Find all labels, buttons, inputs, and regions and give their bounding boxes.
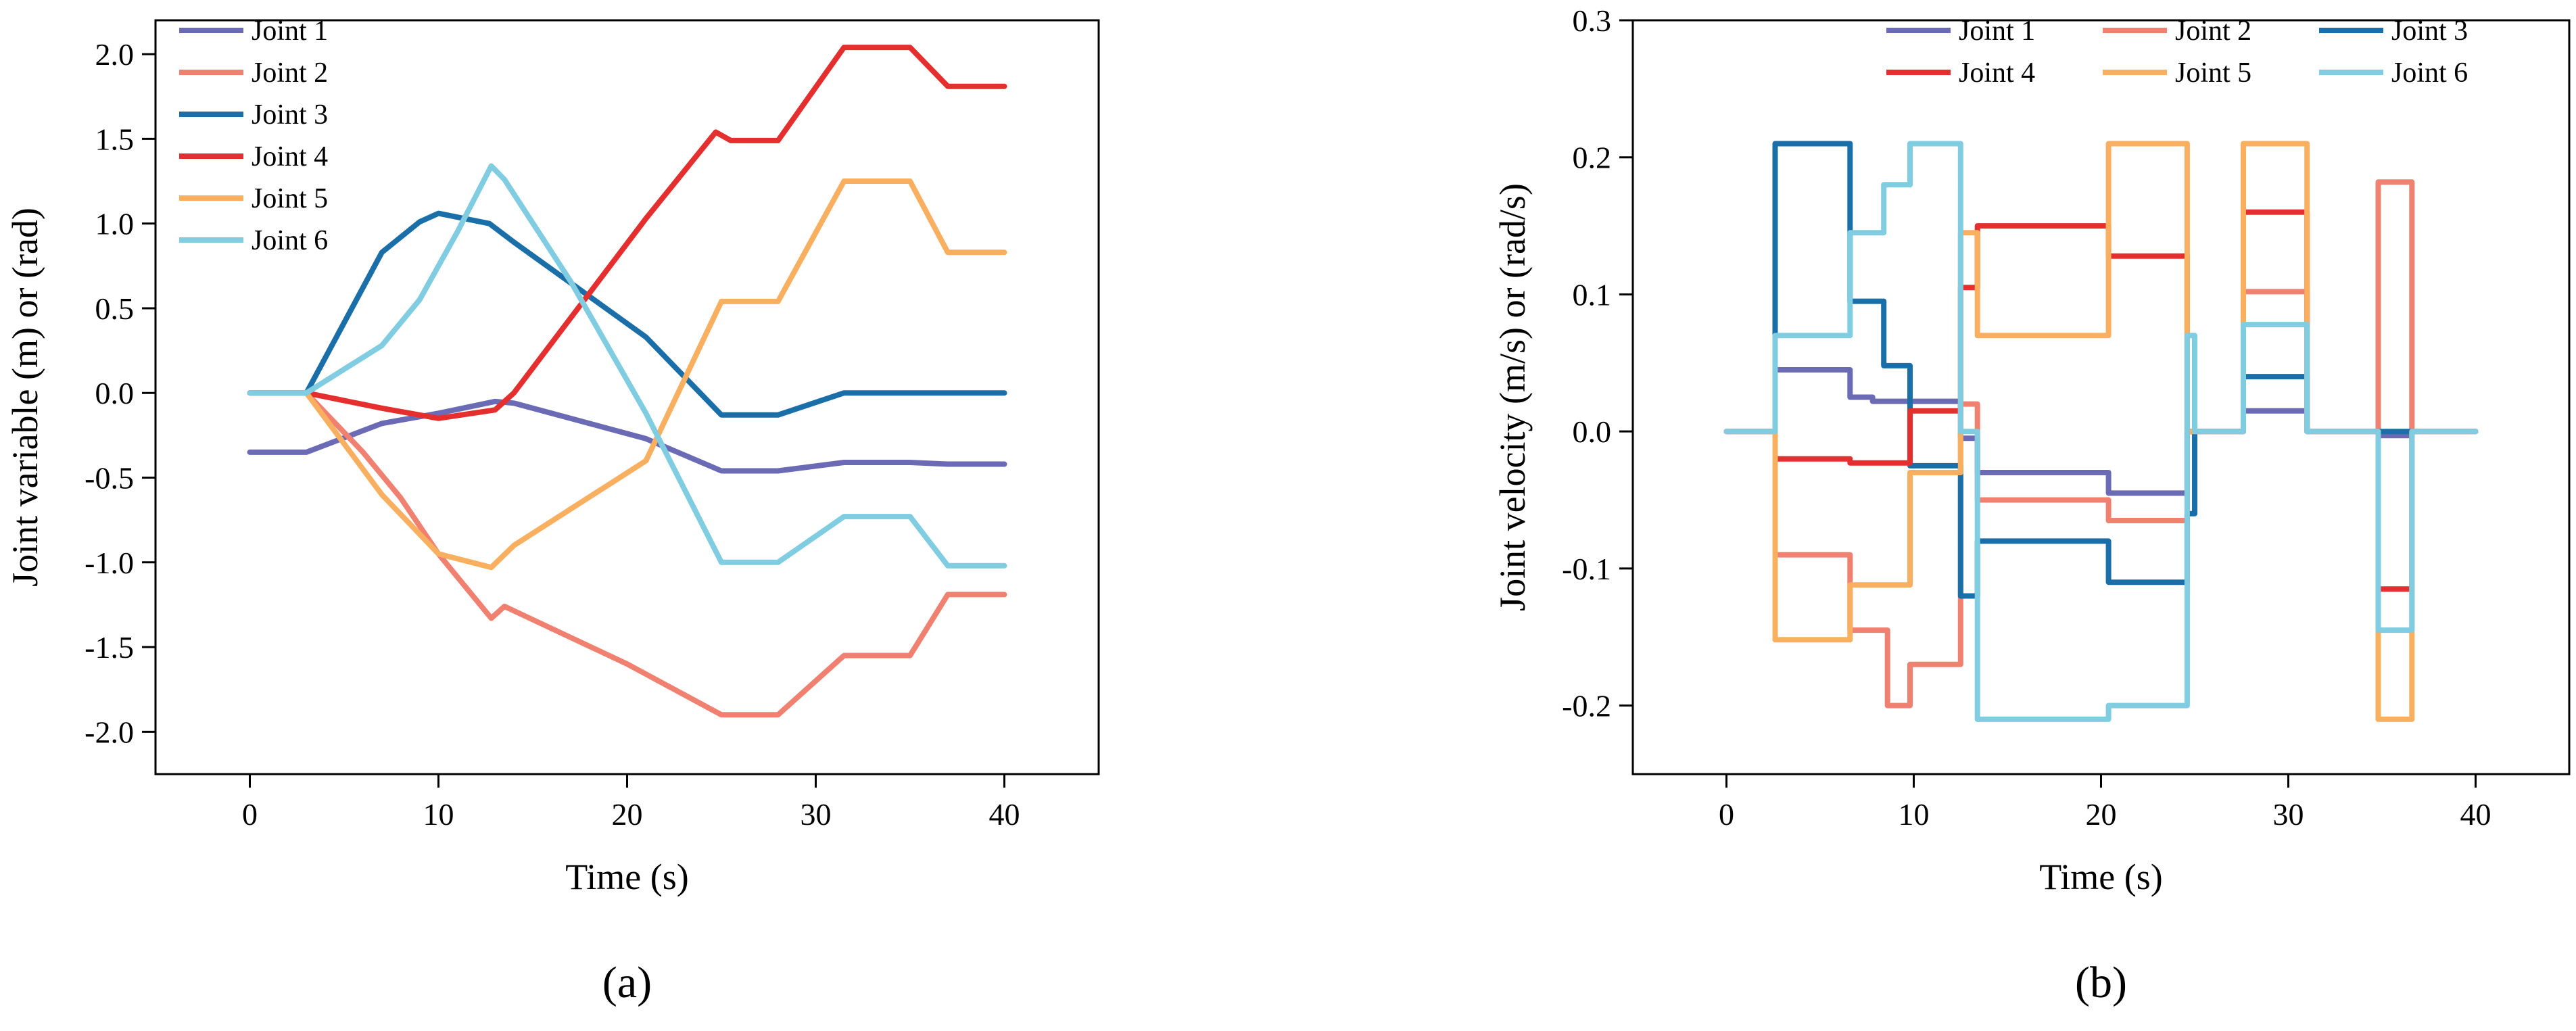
legend-label: Joint 6 [2391, 57, 2468, 89]
y-axis-title: Joint variable (m) or (rad) [5, 208, 45, 587]
legend-label: Joint 3 [252, 99, 328, 130]
x-tick-label: 10 [1899, 797, 1930, 832]
x-axis-title: Time (s) [2039, 857, 2163, 897]
series-line-joint-3 [247, 210, 1007, 418]
series-line-joint-4 [1723, 209, 2479, 592]
panel-label: (a) [602, 958, 652, 1007]
y-tick-label: 0.0 [1573, 414, 1612, 449]
legend-label: Joint 1 [1959, 16, 2035, 47]
legend-label: Joint 6 [252, 225, 328, 256]
series-line-joint-4 [247, 45, 1007, 421]
y-tick-label: -0.1 [1562, 552, 1611, 586]
x-axis-title: Time (s) [565, 857, 689, 897]
x-tick-label: 0 [1719, 797, 1734, 832]
x-tick-label: 30 [2273, 797, 2304, 832]
panel-label: (b) [2075, 958, 2127, 1007]
y-tick-label: -1.0 [85, 546, 134, 580]
chart-panel-1: 0 10 20 30 40 -2.0 -1.5 -1.0 -0.5 0.0 0.5 1.0 1.5 2.0… [5, 16, 1100, 1007]
series-line-joint-5 [247, 178, 1007, 571]
x-tick-label: 20 [2086, 797, 2117, 832]
series-line-joint-2 [247, 390, 1007, 718]
series-line-joint-6 [1723, 141, 2479, 722]
x-tick-label: 40 [2460, 797, 2491, 832]
y-tick-label: -1.5 [85, 630, 134, 665]
x-tick-label: 0 [242, 797, 258, 832]
series-line-joint-1 [247, 398, 1007, 474]
legend: Joint 1 Joint 2 Joint 3 Joint 4 Joint 5 Joint… [1886, 16, 2468, 89]
legend-label: Joint 3 [2391, 16, 2468, 47]
x-tick-label: 30 [801, 797, 832, 832]
legend-label: Joint 5 [252, 183, 328, 214]
y-tick-label: 1.0 [95, 207, 135, 241]
y-tick-label: 0.1 [1573, 277, 1612, 312]
legend-label: Joint 1 [252, 16, 328, 47]
y-tick-label: -0.5 [85, 461, 134, 496]
x-tick-label: 20 [612, 797, 643, 832]
y-tick-label: 1.5 [95, 122, 135, 156]
x-tick-label: 40 [989, 797, 1020, 832]
chart-panel-2: 0 10 20 30 40-0.2-0.10.00.10.20.3 Joint 1 Join… [1492, 3, 2571, 1007]
y-tick-label: 0.2 [1573, 141, 1612, 175]
legend-label: Joint 2 [252, 57, 328, 89]
legend-label: Joint 4 [1959, 57, 2035, 89]
legend: Joint 1 Joint 2 Joint 3 Joint 4 Joint 5 Joint… [179, 16, 328, 256]
y-tick-label: 0.5 [95, 291, 135, 326]
y-tick-label: 2.0 [95, 37, 135, 72]
legend-label: Joint 2 [2175, 16, 2251, 47]
y-tick-label: 0.0 [95, 376, 135, 410]
y-tick-label: 0.3 [1573, 3, 1612, 38]
y-tick-label: -2.0 [85, 715, 134, 749]
x-tick-label: 10 [423, 797, 454, 832]
y-axis-title: Joint velocity (m/s) or (rad/s) [1492, 183, 1533, 611]
series-line-joint-6 [247, 163, 1007, 569]
legend-label: Joint 4 [252, 141, 328, 172]
y-tick-label: -0.2 [1562, 689, 1611, 723]
series-line-joint-2 [1723, 179, 2479, 709]
legend-label: Joint 5 [2175, 57, 2251, 89]
